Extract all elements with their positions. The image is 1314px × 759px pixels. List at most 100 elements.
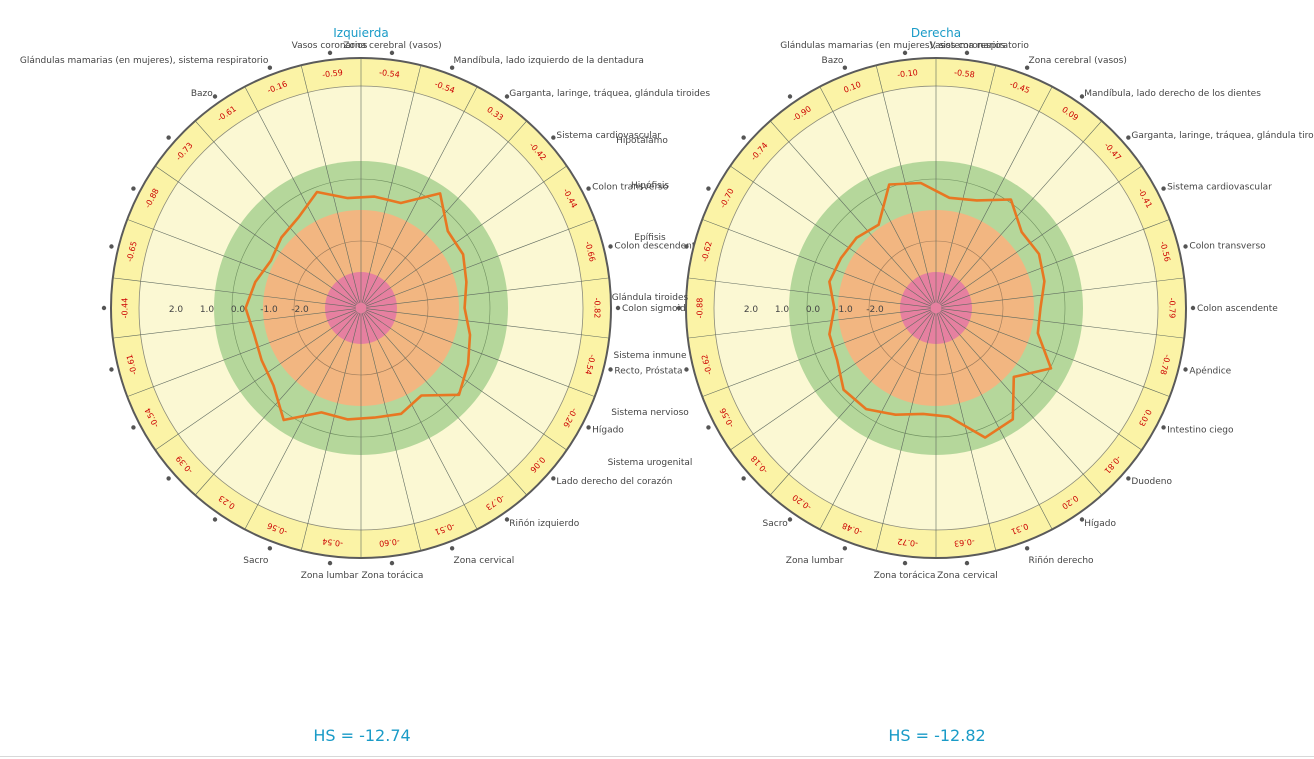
spoke [366, 308, 610, 339]
spoke [937, 313, 997, 551]
radar-chart-izquierda: 2.0 1.0 0.0 -1.0 -2.0 -0.59 Vasos coronarios -0… [20, 41, 710, 581]
category-label: Colon sigmoide [622, 304, 692, 314]
category-label: Colon ascendente [1197, 304, 1278, 314]
ring-tick-label: 0.0 [806, 305, 821, 315]
value-label: -0.10 [897, 68, 919, 79]
category-marker [1079, 94, 1085, 99]
spoke [364, 120, 528, 305]
category-marker [166, 476, 171, 481]
spoke [938, 86, 1053, 304]
spoke [244, 86, 359, 304]
category-label: Colon transverso [1189, 242, 1266, 252]
category-marker [615, 305, 621, 311]
center-label: Hipotálamo [616, 136, 668, 146]
category-label: Zona lumbar [301, 571, 359, 581]
category-label: Colon transverso [592, 183, 669, 193]
value-label: -0.60 [379, 537, 401, 548]
spoke [941, 277, 1185, 308]
category-label: Garganta, laringe, tráquea, glándula tir… [509, 89, 710, 99]
category-marker [1183, 367, 1188, 372]
spoke [769, 311, 933, 496]
spoke [194, 120, 358, 305]
spoke [363, 86, 478, 304]
category-marker [684, 367, 689, 372]
category-marker [389, 50, 395, 56]
spoke [875, 313, 935, 551]
spoke [730, 310, 932, 451]
category-marker [504, 94, 510, 99]
hs-score-left: HS = -12.74 [313, 726, 411, 745]
category-marker [964, 560, 970, 566]
category-marker [109, 367, 114, 372]
category-marker [787, 517, 793, 522]
spoke [940, 165, 1142, 306]
spoke [362, 65, 422, 303]
radar-chart-derecha: 2.0 1.0 0.0 -1.0 -2.0 -0.58 Vasos coronarios -0… [676, 41, 1314, 581]
category-label: Riñón izquierdo [509, 518, 579, 529]
spoke [940, 310, 1142, 451]
category-label: Apéndice [1189, 365, 1231, 376]
spoke [938, 312, 1053, 530]
category-label: Riñón derecho [1029, 555, 1094, 566]
category-label: Vasos coronarios [930, 41, 1006, 51]
category-marker [1161, 425, 1166, 430]
category-marker [212, 517, 218, 522]
ring-tick-label: -2.0 [291, 305, 309, 315]
spoke [937, 65, 997, 303]
category-marker [608, 367, 613, 372]
value-label: -0.54 [379, 68, 401, 79]
value-label: -0.82 [593, 298, 602, 319]
category-marker [787, 94, 793, 99]
spoke [362, 313, 422, 551]
center-label: Hipófisis [631, 180, 669, 191]
category-marker [389, 560, 395, 566]
category-marker [586, 186, 591, 191]
spoke [155, 310, 357, 451]
category-label: Intestino ciego [1167, 425, 1234, 435]
category-marker [741, 476, 746, 481]
category-label: Hígado [592, 425, 624, 435]
category-label: Zona cerebral (vasos) [343, 41, 441, 51]
zone-center [325, 272, 397, 344]
category-marker [551, 135, 556, 140]
hs-score-right: HS = -12.82 [888, 726, 986, 745]
category-marker [1190, 305, 1196, 311]
category-label: Mandíbula, lado izquierdo de la dentadur… [454, 56, 644, 66]
category-label: Glándulas mamarias (en mujeres), sistema… [780, 41, 1029, 51]
spoke [194, 311, 358, 496]
value-label: -0.54 [322, 537, 344, 548]
category-marker [267, 65, 273, 70]
ring-tick-label: -2.0 [866, 305, 884, 315]
value-label: -0.88 [696, 298, 705, 319]
spoke [155, 165, 357, 306]
center-label: Epífisis [634, 233, 666, 243]
category-label: Sistema cardiovascular [1167, 183, 1272, 193]
spoke [687, 308, 931, 339]
category-marker [101, 305, 107, 311]
spoke [819, 312, 934, 530]
category-marker [449, 546, 455, 551]
ring-tick-label: 1.0 [200, 305, 215, 315]
spoke [702, 309, 932, 397]
category-marker [684, 244, 689, 249]
category-marker [551, 476, 556, 481]
category-label: Zona cerebral (vasos) [1029, 56, 1127, 66]
series-line [244, 190, 472, 422]
category-marker [327, 560, 333, 566]
value-label: -0.58 [954, 68, 976, 79]
spoke [127, 309, 357, 397]
category-label: Zona lumbar [786, 556, 844, 566]
chart-title-right: Derecha [910, 26, 962, 40]
spoke [940, 309, 1170, 397]
category-label: Sistema cardiovascular [556, 131, 661, 141]
category-marker [504, 517, 510, 522]
ring-tick-label: -1.0 [260, 305, 278, 315]
spoke [730, 165, 932, 306]
spoke [112, 308, 356, 339]
spoke [244, 312, 359, 530]
category-marker [706, 425, 711, 430]
category-marker [842, 65, 848, 70]
spoke [687, 277, 931, 308]
bottom-divider [0, 756, 1314, 757]
category-label: Mandíbula, lado derecho de los dientes [1084, 89, 1261, 99]
